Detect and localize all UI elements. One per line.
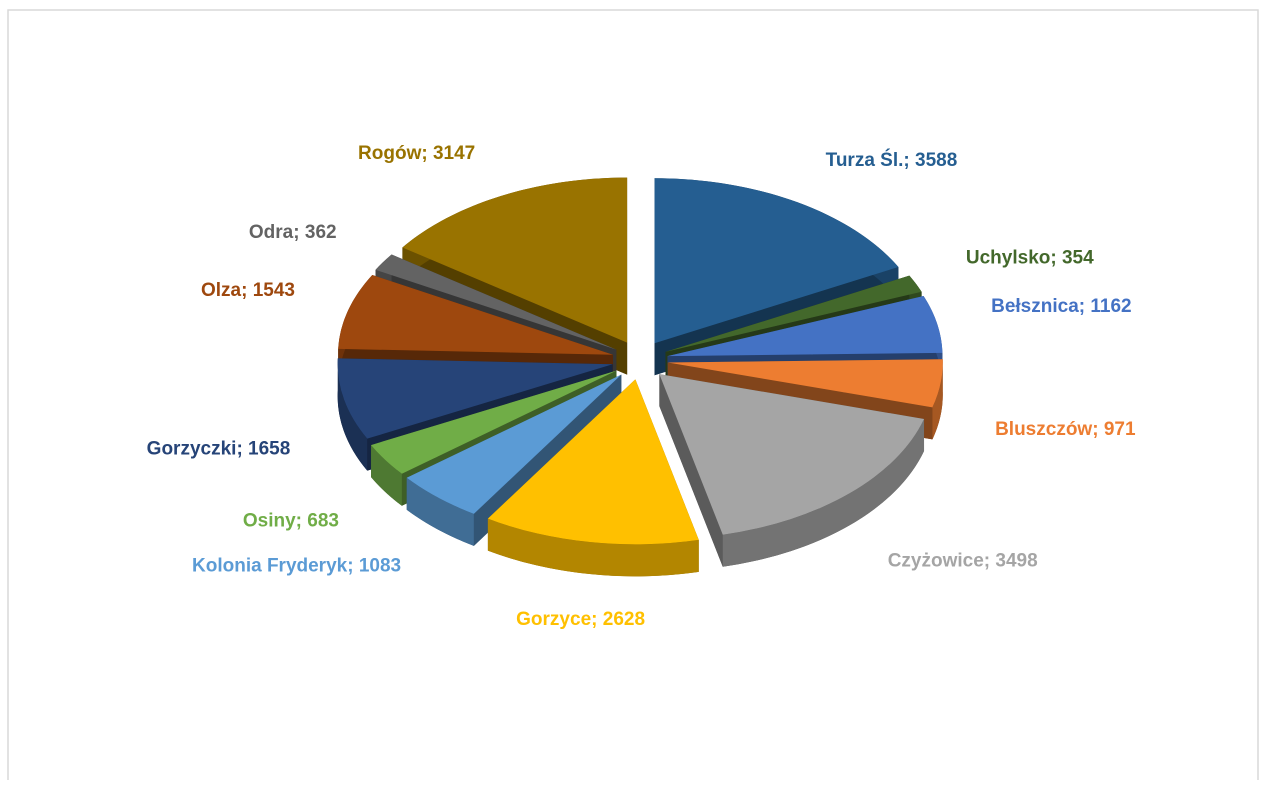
data-label: Turza Śl.; 3588 [826, 149, 958, 171]
label-value: 1083 [359, 556, 401, 577]
label-category: Czyżowice [888, 551, 984, 572]
label-value: 362 [305, 222, 337, 243]
slice [665, 275, 922, 352]
slice-wall [371, 445, 402, 506]
label-value: 2628 [603, 609, 645, 630]
slice [659, 374, 925, 535]
label-category: Bluszczów [995, 419, 1092, 440]
label-value: 3588 [915, 150, 957, 171]
label-value: 1162 [1090, 296, 1131, 317]
label-separator: ; [1079, 296, 1091, 317]
slice [487, 379, 699, 545]
label-value: 683 [307, 511, 339, 532]
data-label: Rogów; 3147 [358, 143, 475, 164]
slice-group [487, 379, 699, 577]
data-label: Gorzyczki; 1658 [147, 438, 291, 459]
label-separator: ; [293, 222, 305, 243]
slice-wall [337, 358, 368, 471]
slice-wall [487, 518, 699, 577]
data-label: Uchylsko; 354 [966, 248, 1094, 269]
label-category: Uchylsko [966, 248, 1050, 269]
label-value: 3498 [995, 551, 1037, 572]
label-category: Odra [249, 222, 294, 243]
slice-wall [932, 359, 943, 440]
slice [371, 370, 617, 474]
label-value: 971 [1104, 419, 1136, 440]
label-separator: ; [1092, 419, 1104, 440]
slice [402, 177, 628, 343]
slice-side [659, 374, 723, 567]
slice [667, 296, 943, 357]
label-category: Osiny [243, 511, 296, 532]
data-label: Bełsznica; 1162 [991, 296, 1132, 317]
label-separator: ; [296, 511, 308, 532]
label-category: Turza Śl. [826, 149, 904, 171]
slice-group [659, 374, 925, 567]
label-category: Rogów [358, 143, 422, 164]
data-label: Olza; 1543 [201, 280, 295, 301]
label-separator: ; [347, 556, 359, 577]
data-label: Bluszczów; 971 [995, 419, 1136, 440]
slice [337, 358, 613, 439]
label-separator: ; [591, 609, 603, 630]
label-value: 1543 [253, 280, 295, 301]
label-category: Gorzyczki [147, 438, 237, 459]
label-separator: ; [903, 150, 915, 171]
label-separator: ; [421, 143, 433, 164]
label-separator: ; [236, 438, 248, 459]
data-label: Czyżowice; 3498 [888, 551, 1038, 572]
slice [667, 359, 943, 408]
slice [406, 374, 622, 514]
slice [654, 178, 899, 344]
label-category: Bełsznica [991, 296, 1079, 317]
slice-wall [406, 477, 474, 546]
label-separator: ; [984, 551, 996, 572]
data-label: Kolonia Fryderyk; 1083 [192, 556, 401, 577]
data-label: Odra; 362 [249, 222, 337, 243]
slice [338, 275, 614, 355]
slice [375, 254, 617, 350]
label-value: 1658 [248, 438, 290, 459]
label-value: 354 [1062, 248, 1094, 269]
label-category: Kolonia Fryderyk [192, 556, 348, 577]
label-separator: ; [1050, 248, 1062, 269]
label-category: Gorzyce [516, 609, 591, 630]
label-separator: ; [241, 280, 253, 301]
label-value: 3147 [433, 143, 475, 164]
slice-wall [722, 418, 925, 567]
label-category: Olza [201, 280, 242, 301]
data-label: Gorzyce; 2628 [516, 609, 645, 630]
data-label: Osiny; 683 [243, 511, 339, 532]
